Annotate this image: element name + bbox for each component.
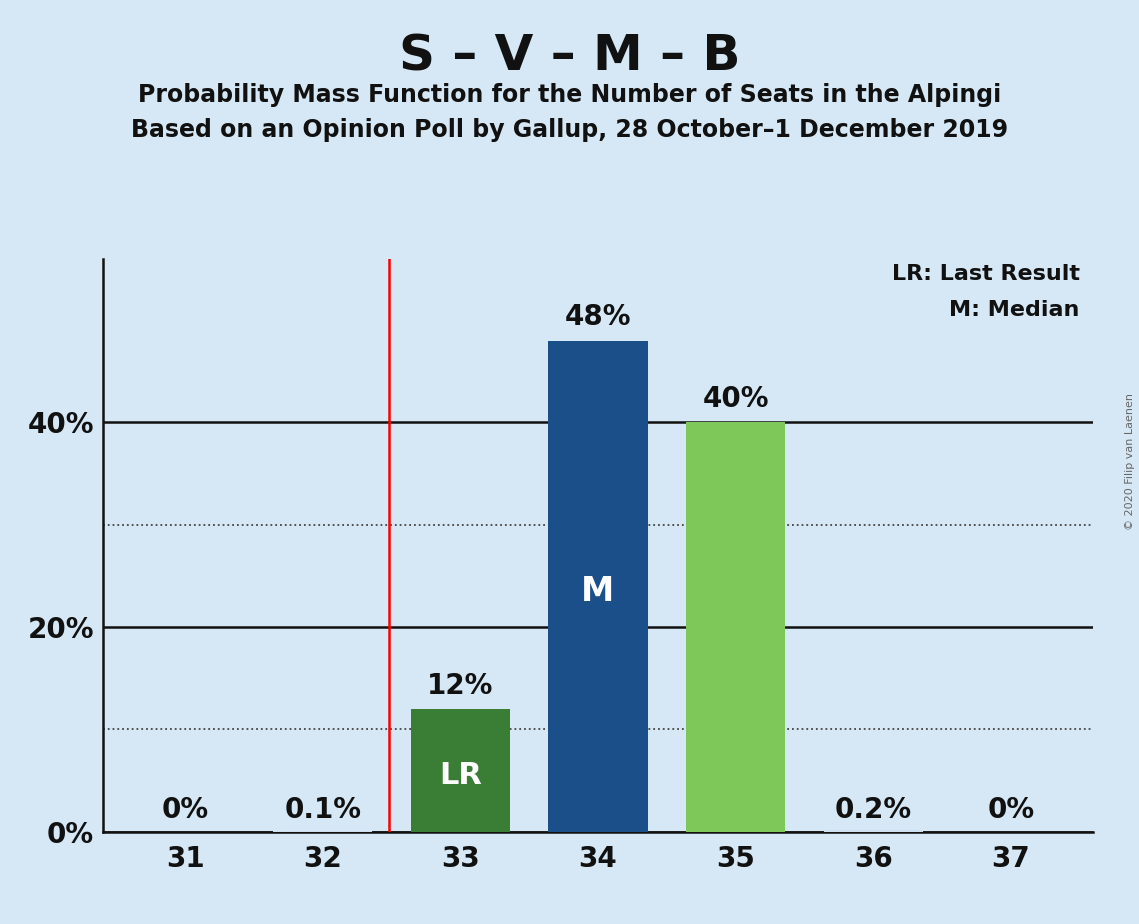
- Text: 48%: 48%: [565, 303, 631, 332]
- Text: LR: LR: [439, 760, 482, 790]
- Text: 0%: 0%: [988, 796, 1034, 824]
- Text: © 2020 Filip van Laenen: © 2020 Filip van Laenen: [1125, 394, 1134, 530]
- Bar: [549, 341, 648, 832]
- Text: 0.1%: 0.1%: [285, 796, 361, 824]
- Text: S – V – M – B: S – V – M – B: [399, 32, 740, 80]
- Bar: [823, 830, 923, 832]
- Text: 0%: 0%: [162, 796, 208, 824]
- Text: 0.2%: 0.2%: [835, 796, 912, 824]
- Text: 12%: 12%: [427, 672, 493, 699]
- Bar: [273, 831, 372, 832]
- Bar: [686, 422, 785, 832]
- Text: M: Median: M: Median: [949, 299, 1080, 320]
- Text: Probability Mass Function for the Number of Seats in the Alpingi: Probability Mass Function for the Number…: [138, 83, 1001, 107]
- Text: M: M: [581, 575, 615, 608]
- Text: Based on an Opinion Poll by Gallup, 28 October–1 December 2019: Based on an Opinion Poll by Gallup, 28 O…: [131, 118, 1008, 142]
- Text: 40%: 40%: [703, 385, 769, 413]
- Bar: [411, 709, 510, 832]
- Text: LR: Last Result: LR: Last Result: [892, 264, 1080, 284]
